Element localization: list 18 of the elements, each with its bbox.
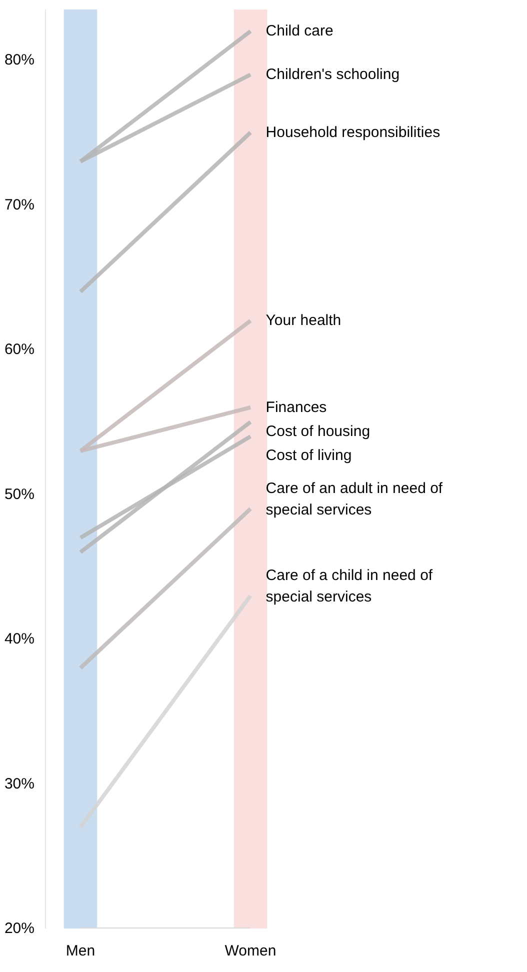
series-label: Children's schooling (266, 66, 400, 84)
series-label: Care of a child in need of special services (266, 567, 434, 606)
y-tick-label: 70% (4, 196, 35, 214)
series-label: Cost of housing (266, 422, 370, 440)
series-label: Finances (266, 398, 327, 416)
series-label: Cost of living (266, 446, 352, 464)
series-label: Your health (266, 312, 342, 330)
y-tick-label: 60% (4, 341, 35, 358)
y-tick-label: 50% (4, 486, 35, 503)
series-label: Care of an adult in need of special services (266, 480, 444, 518)
series-label: Household responsibilities (266, 124, 440, 142)
y-tick-label: 30% (4, 775, 35, 792)
x-tick-label: Men (66, 942, 96, 960)
series-label: Child care (266, 22, 334, 40)
y-tick-label: 20% (4, 920, 35, 937)
x-tick-label: Women (224, 942, 276, 960)
y-tick-label: 80% (4, 52, 35, 69)
y-tick-label: 40% (4, 630, 35, 648)
